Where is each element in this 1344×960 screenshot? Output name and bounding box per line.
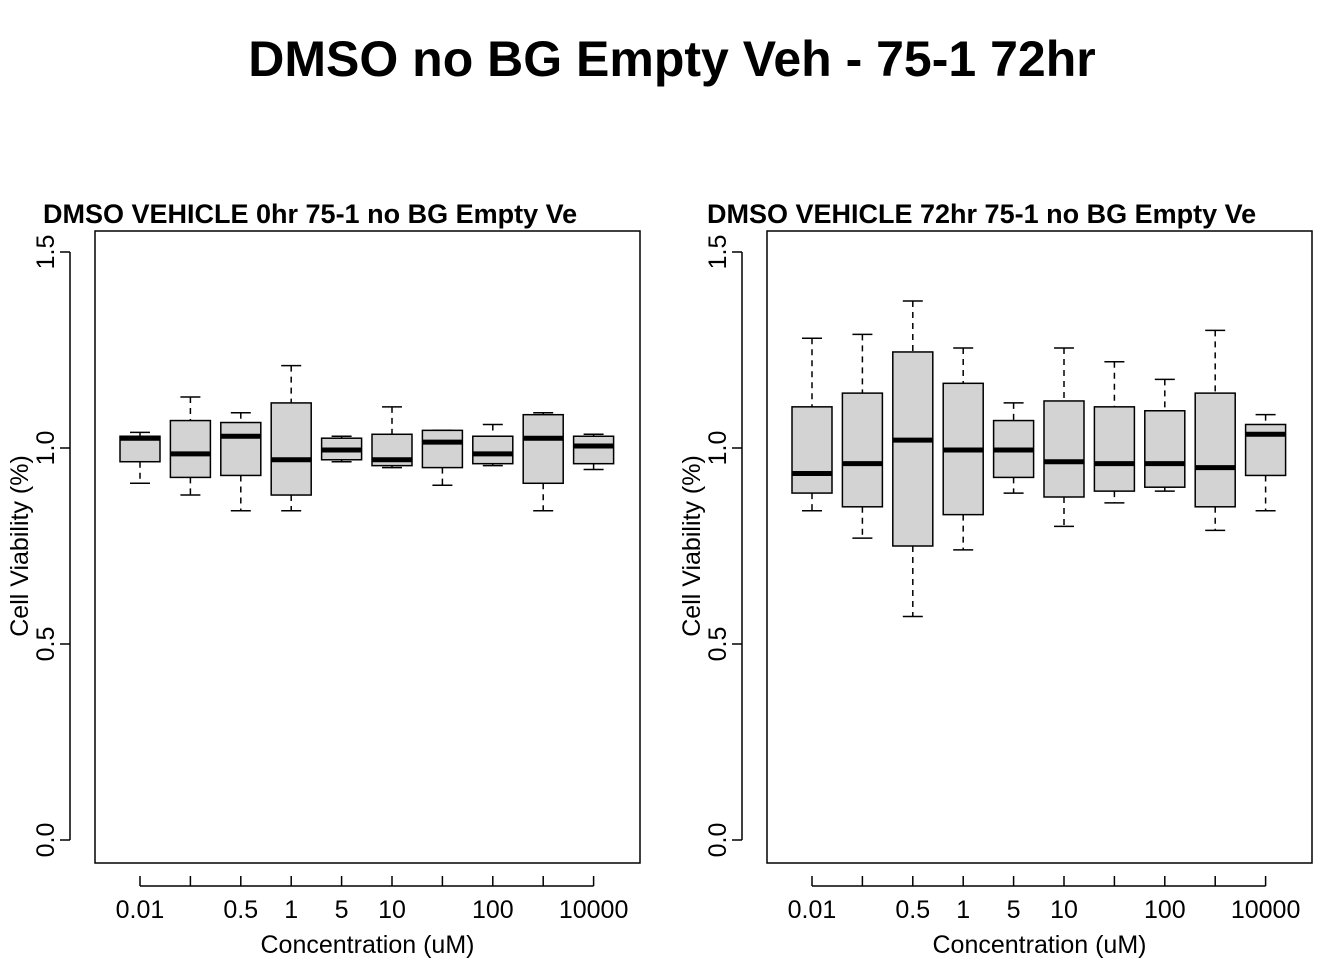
- box-10: [1244, 413, 1287, 512]
- plot-frame: [766, 230, 1313, 864]
- box-2: [169, 396, 212, 496]
- box-body: [892, 351, 934, 547]
- box-body: [1043, 400, 1085, 498]
- box-body: [421, 429, 464, 469]
- box-4: [270, 364, 312, 512]
- box-body: [220, 421, 262, 477]
- box-body: [472, 435, 514, 465]
- box-body: [169, 419, 212, 479]
- y-tick-label: 0.5: [704, 627, 732, 662]
- x-tick-label: 10: [378, 896, 406, 924]
- x-tick-label: 5: [1007, 896, 1021, 924]
- panel-title: DMSO VEHICLE 0hr 75-1 no BG Empty Ve: [43, 199, 577, 229]
- box-body: [1144, 410, 1186, 488]
- box-10: [572, 433, 615, 471]
- x-tick-label: 1: [284, 896, 298, 924]
- box-body: [522, 413, 564, 485]
- panel-72hr: DMSO VEHICLE 72hr 75-1 no BG Empty Ve 0.0…: [678, 199, 1313, 959]
- box-7: [1093, 361, 1136, 504]
- box-8: [1144, 378, 1186, 492]
- box-3: [220, 411, 262, 512]
- box-body: [572, 435, 615, 465]
- box-9: [1194, 329, 1236, 532]
- box-2: [841, 333, 884, 539]
- box-8: [472, 423, 514, 467]
- x-tick-label: 10: [1050, 896, 1078, 924]
- box-1: [119, 431, 161, 485]
- x-tick-label: 1: [956, 896, 970, 924]
- box-body: [1194, 392, 1236, 508]
- y-tick-label: 1.0: [704, 431, 732, 466]
- x-axis-label: Concentration (uM): [261, 931, 475, 959]
- x-tick-label: 0.5: [223, 896, 258, 924]
- y-tick-label: 1.5: [704, 235, 732, 270]
- box-4: [942, 347, 984, 551]
- x-axis-label: Concentration (uM): [933, 931, 1147, 959]
- x-tick-label: 0.01: [116, 896, 165, 924]
- box-7: [421, 429, 464, 486]
- x-tick-label: 10000: [1231, 896, 1301, 924]
- x-tick-label: 10000: [559, 896, 629, 924]
- y-axis-label: Cell Viability (%): [678, 455, 706, 637]
- box-9: [522, 411, 564, 512]
- x-tick-label: 100: [472, 896, 514, 924]
- y-axis-label: Cell Viability (%): [6, 455, 34, 637]
- box-body: [270, 402, 312, 496]
- panel-title: DMSO VEHICLE 72hr 75-1 no BG Empty Ve: [707, 199, 1256, 229]
- y-tick-label: 0.0: [704, 823, 732, 858]
- main-title: DMSO no BG Empty Veh - 75-1 72hr: [248, 31, 1096, 87]
- box-5: [992, 402, 1035, 494]
- x-tick-label: 100: [1144, 896, 1186, 924]
- x-tick-label: 5: [335, 896, 349, 924]
- box-5: [320, 435, 363, 463]
- plot-frame: [94, 230, 641, 864]
- y-tick-label: 0.0: [32, 823, 60, 858]
- y-tick-label: 1.5: [32, 235, 60, 270]
- x-tick-label: 0.5: [895, 896, 930, 924]
- box-3: [892, 300, 934, 618]
- box-1: [791, 337, 833, 512]
- y-tick-label: 0.5: [32, 627, 60, 662]
- box-body: [841, 392, 884, 508]
- box-body: [791, 406, 833, 494]
- box-body: [1093, 406, 1136, 492]
- box-6: [371, 406, 413, 469]
- panel-0hr: DMSO VEHICLE 0hr 75-1 no BG Empty Ve 0.0 0…: [6, 199, 641, 959]
- x-tick-label: 0.01: [788, 896, 837, 924]
- box-6: [1043, 347, 1085, 528]
- y-tick-label: 1.0: [32, 431, 60, 466]
